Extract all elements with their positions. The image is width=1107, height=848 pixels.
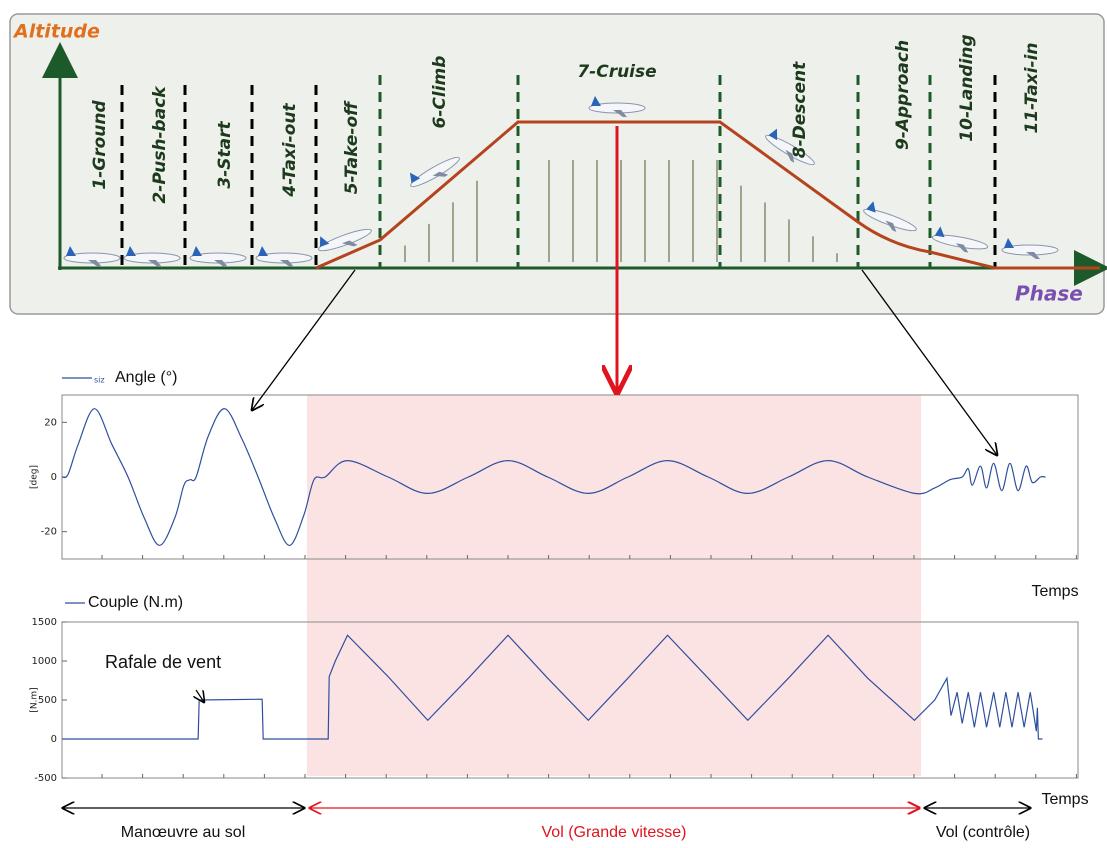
aircraft-body — [931, 234, 989, 250]
aircraft-tail — [591, 96, 601, 106]
aircraft-body — [318, 228, 372, 252]
legend-label: Couple (N.m) — [88, 594, 183, 611]
aircraft-icon — [409, 156, 460, 188]
aircraft-icon — [63, 246, 121, 267]
aircraft-tail — [934, 226, 945, 238]
y-tick-label: -500 — [34, 773, 57, 784]
aircraft-body — [63, 252, 121, 264]
high-speed-region — [307, 395, 921, 776]
phase-label: 1-Ground — [90, 100, 110, 190]
phase-label: 5-Take-off — [342, 100, 362, 194]
aircraft-wing — [280, 260, 294, 267]
aircraft-body — [123, 252, 181, 264]
signal-line — [61, 408, 1046, 546]
axis-title: Phase — [1015, 282, 1083, 306]
aircraft-wing — [785, 149, 795, 163]
aircraft-icon — [255, 246, 313, 267]
x-axis-title: Temps — [1041, 791, 1088, 808]
phase-label: 3-Start — [215, 121, 235, 189]
span-label: Manœuvre au sol — [121, 824, 246, 841]
phase-label: 11-Taxi-in — [1022, 42, 1042, 133]
aircraft-icon — [588, 96, 646, 117]
span-label: Vol (Grande vitesse) — [542, 824, 687, 841]
y-tick-label: 20 — [44, 417, 57, 428]
aircraft-tail — [1004, 238, 1014, 248]
phase-diagram: Altitude Phase 1-Ground 2-Push-back 3-Start 4… — [12, 21, 1107, 306]
aircraft-wing — [885, 220, 897, 232]
phase-label: 2-Push-back — [150, 85, 170, 204]
aircraft-tail — [409, 172, 421, 184]
aircraft-wing — [88, 260, 102, 267]
aircraft-body — [588, 102, 646, 114]
legend-label: Angle (°) — [115, 369, 177, 386]
aircraft-wing — [955, 243, 969, 253]
y-axis-title: [N.m] — [30, 687, 40, 712]
y-tick-label: 1000 — [32, 656, 57, 667]
aircraft-body — [863, 208, 917, 232]
aircraft-icon — [765, 128, 815, 166]
aircraft-wing — [432, 171, 449, 177]
legend-tag: siz — [94, 376, 105, 385]
altitude-profile — [315, 120, 1100, 270]
phase-label: 8-Descent — [790, 61, 810, 158]
phase-label: 10-Landing — [957, 34, 977, 141]
pointer-arrow — [252, 269, 356, 410]
aircraft-body — [255, 252, 313, 264]
aircraft-body — [1001, 244, 1059, 256]
aircraft-icon — [931, 226, 989, 253]
x-axis-title: Temps — [1031, 583, 1078, 600]
y-tick-label: -20 — [41, 527, 57, 538]
aircraft-icon — [189, 246, 247, 267]
y-tick-label: 500 — [38, 695, 57, 706]
aircraft-body — [189, 252, 247, 264]
phase-label: 7-Cruise — [577, 62, 656, 82]
y-axis-title: [deg] — [30, 465, 40, 489]
aircraft-wing — [214, 260, 228, 267]
aircraft-body — [410, 156, 460, 188]
aircraft-icon — [123, 246, 181, 267]
aircraft-tail — [192, 246, 202, 256]
aircraft-tail — [319, 236, 330, 248]
aircraft-icon — [1001, 238, 1059, 259]
aircraft-tail — [258, 246, 268, 256]
y-tick-label: 0 — [51, 472, 57, 483]
phase-label: 6-Climb — [430, 56, 450, 129]
axis-title: Altitude — [12, 21, 100, 43]
phase-label: 9-Approach — [893, 40, 913, 150]
aircraft-wing — [341, 240, 358, 247]
aircraft-wing — [613, 110, 627, 117]
aircraft-tail — [866, 201, 876, 213]
signal-line — [62, 634, 1043, 740]
aircraft-tail — [126, 246, 136, 256]
diagram-panel — [9, 13, 1105, 315]
annotation: Rafale de vent — [105, 652, 221, 672]
aircraft-tail — [66, 246, 76, 256]
aircraft-wing — [148, 260, 162, 267]
aircraft-icon — [863, 201, 917, 232]
span-label: Vol (contrôle) — [936, 824, 1030, 841]
annotation-arrow — [196, 689, 204, 702]
y-tick-label: 0 — [51, 734, 57, 745]
charts: 20 0 -20 [deg] Temps siz Angle (°) 1500 1000 500 0… — [30, 369, 1089, 808]
pointer-arrow — [861, 269, 997, 455]
y-tick-label: 1500 — [32, 617, 57, 628]
aircraft-wing — [1026, 252, 1040, 259]
phase-label: 4-Taxi-out — [280, 103, 300, 198]
aircraft-tail — [768, 128, 778, 141]
aircraft-icon — [318, 228, 372, 252]
aircraft-body — [765, 134, 815, 166]
